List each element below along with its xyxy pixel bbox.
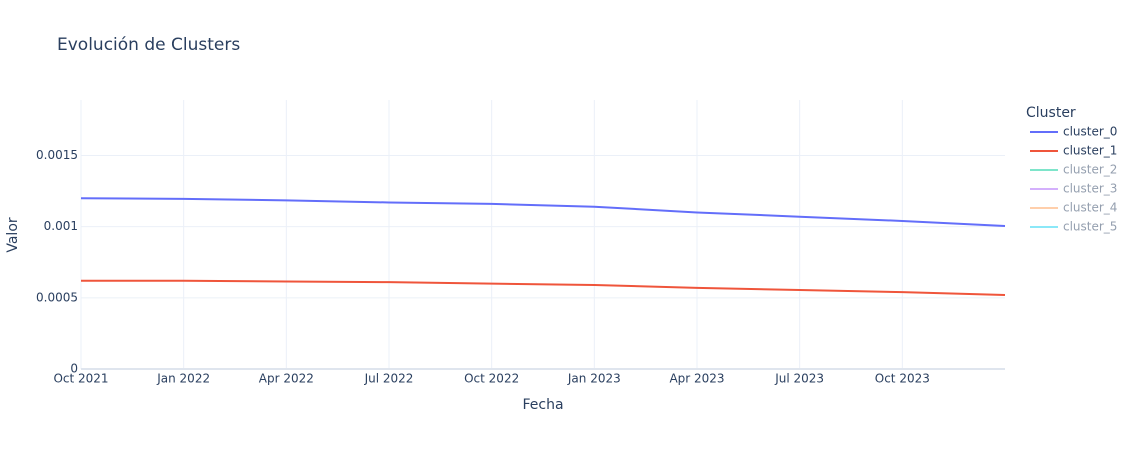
legend-label[interactable]: cluster_0 [1063, 125, 1117, 139]
x-tick-label: Apr 2023 [669, 372, 724, 386]
legend-label[interactable]: cluster_4 [1063, 201, 1117, 215]
y-axis-title: Valor [5, 217, 21, 253]
y-tick-label: 0 [70, 362, 78, 376]
y-tick-label: 0.001 [44, 219, 78, 233]
y-tick-label: 0.0015 [36, 148, 78, 162]
legend-label[interactable]: cluster_1 [1063, 144, 1117, 158]
x-tick-label: Jul 2022 [364, 372, 414, 386]
legend-label[interactable]: cluster_5 [1063, 220, 1117, 234]
x-tick-label: Apr 2022 [259, 372, 314, 386]
x-tick-label: Oct 2022 [464, 372, 519, 386]
y-tick-label: 0.0005 [36, 290, 78, 304]
legend-title: Cluster [1026, 105, 1076, 121]
legend-label[interactable]: cluster_2 [1063, 163, 1117, 177]
x-axis-title: Fecha [522, 397, 563, 413]
x-tick-label: Jan 2023 [567, 372, 621, 386]
x-tick-label: Oct 2023 [875, 372, 930, 386]
series-line [81, 279, 1006, 296]
series-line [80, 197, 1006, 227]
legend-label[interactable]: cluster_3 [1063, 182, 1117, 196]
x-tick-label: Oct 2021 [53, 372, 108, 386]
x-tick-label: Jul 2023 [774, 372, 824, 386]
x-tick-label: Jan 2022 [156, 372, 210, 386]
chart-title: Evolución de Clusters [57, 35, 240, 55]
